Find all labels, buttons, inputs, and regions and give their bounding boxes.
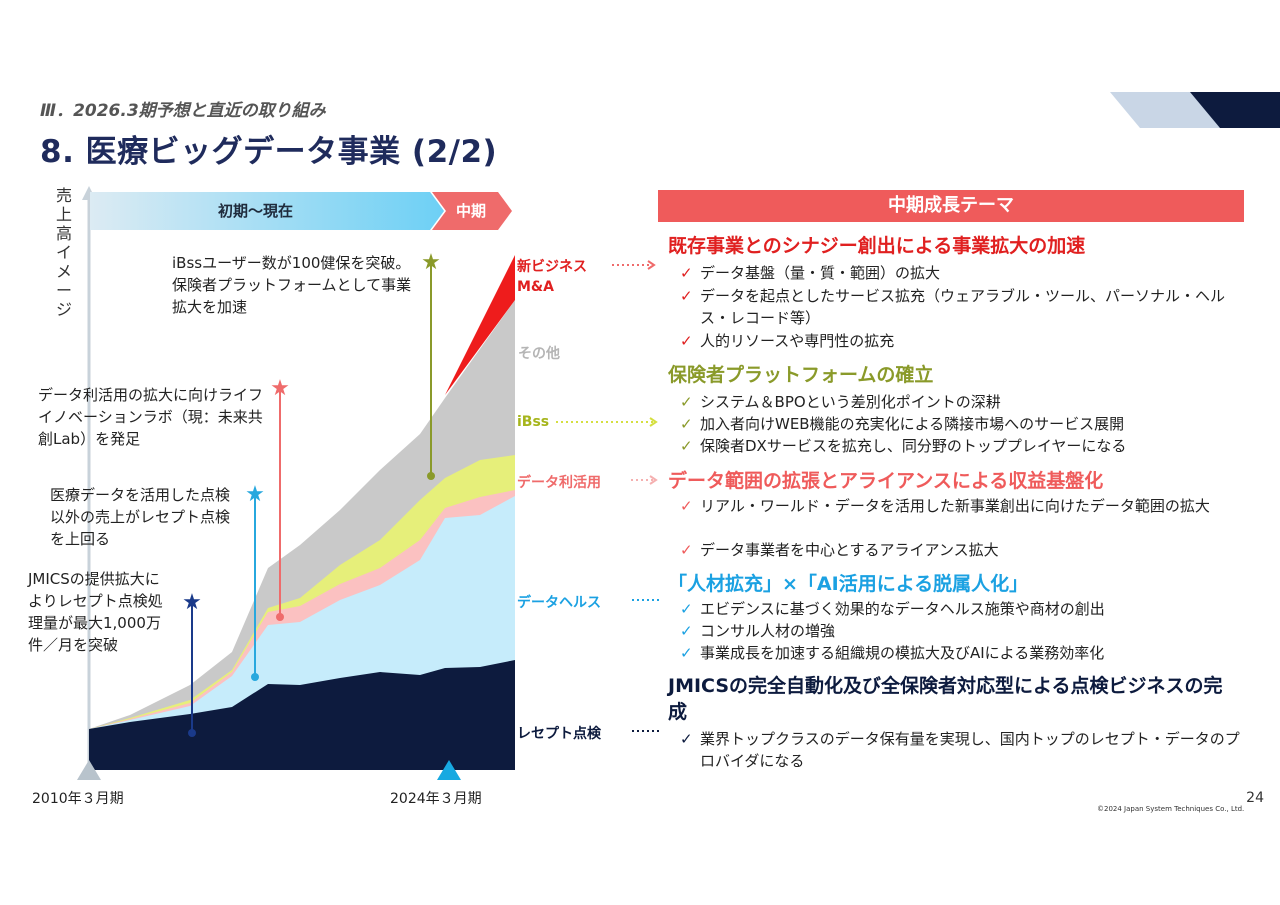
ibss-milestone: ★ [421,250,441,480]
annotation-ibss: iBssユーザー数が100健保を突破。保険者プラットフォームとして事業拡大を加速 [172,254,412,316]
area-red [445,255,515,395]
segment-label-ibss: iBss [517,414,550,430]
svg-text:★: ★ [270,376,290,401]
theme-3-item: ✓ データ事業者を中心とするアライアンス拡大 [680,541,999,559]
x-end-marker [437,760,461,780]
page-number: 24 [1246,790,1264,806]
annotation-medical-data: 医療データを活用した点検以外の売上がレセプト点検を上回る [50,486,231,548]
svg-text:★: ★ [421,250,441,275]
phase-mid-label: 中期 [456,202,487,220]
x-start-marker [77,760,101,780]
theme-3-title: データ範囲の拡張とアライアンスによる収益基盤化 [668,470,1104,492]
x-label-end: 2024年３月期 [390,791,482,807]
corner-decoration [1110,92,1280,128]
svg-text:★: ★ [245,482,265,507]
medical-data-milestone: ★ [245,482,265,681]
page-title: 8. 医療ビッグデータ事業 (2/2) [40,134,498,170]
annotation-jmics: JMICSの提供拡大によりレセプト点検処理量が最大1,000万件／月を突破 [28,570,163,654]
segment-label-receipt: レセプト点検 [517,726,601,742]
phase-current-label: 初期～現在 [218,202,294,220]
svg-text:★: ★ [182,590,202,615]
theme-4-item: ✓ エビデンスに基づく効果的なデータヘルス施策や商材の創出 [680,600,1105,618]
theme-2-item: ✓ システム＆BPOという差別化ポイントの深耕 [680,393,1001,411]
y-axis-label: 売上高イメージ [55,186,72,319]
jmics-milestone: ★ [182,590,202,737]
phase-mid-arrow [432,192,512,230]
segment-label-other: その他 [518,346,560,362]
theme-1-item: ✓ データを起点としたサービス拡充（ウェアラブル・ツール、パーソナル・ヘルス・レコ… [680,287,1226,327]
segment-label-new-business: 新ビジネス M&A [517,259,587,295]
lab-milestone: ★ [270,376,290,621]
sales-image-chart: ★ ★ ★ ★ [77,186,660,780]
theme-1-item: ✓ 人的リソースや専門性の拡充 [680,332,895,350]
theme-4-item: ✓ 事業成長を加速する組織規の模拡大及びAIによる業務効率化 [680,644,1105,662]
area-navy [89,660,515,770]
copyright: ©2024 Japan System Techniques Co., Ltd. [1097,805,1245,813]
theme-4-title: 「人材拡充」×「AI活用による脱属人化」 [668,573,1029,595]
theme-5-item: ✓ 業界トップクラスのデータ保有量を実現し、国内トップのレセプト・データのプロバイ… [680,730,1240,770]
section-title: Ⅲ．2026.3期予想と直近の取り組み [40,101,326,121]
themes-header: 中期成長テーマ [658,190,1244,222]
x-label-start: 2010年３月期 [32,791,124,807]
theme-2-item: ✓ 加入者向けWEB機能の充実化による隣接市場へのサービス展開 [680,415,1125,433]
theme-2-item: ✓ 保険者DXサービスを拡充し、同分野のトッププレイヤーになる [680,437,1127,455]
annotation-lab: データ利活用の拡大に向けライフイノベーションラボ（現：未来共創Lab）を発足 [38,386,264,448]
theme-2-title: 保険者プラットフォームの確立 [668,364,934,386]
theme-5-title: JMICSの完全自動化及び全保険者対応型による点検ビジネスの完成 [668,675,1223,723]
theme-4-item: ✓ コンサル人材の増強 [680,622,836,640]
segment-label-data-use: データ利活用 [517,475,601,491]
theme-3-item: ✓ リアル・ワールド・データを活用した新事業創出に向けたデータ範囲の拡大 [680,497,1210,515]
theme-1-item: ✓ データ基盤（量・質・範囲）の拡大 [680,264,941,282]
segment-label-data-health: データヘルス [517,595,601,611]
theme-1-title: 既存事業とのシナジー創出による事業拡大の加速 [668,235,1086,257]
